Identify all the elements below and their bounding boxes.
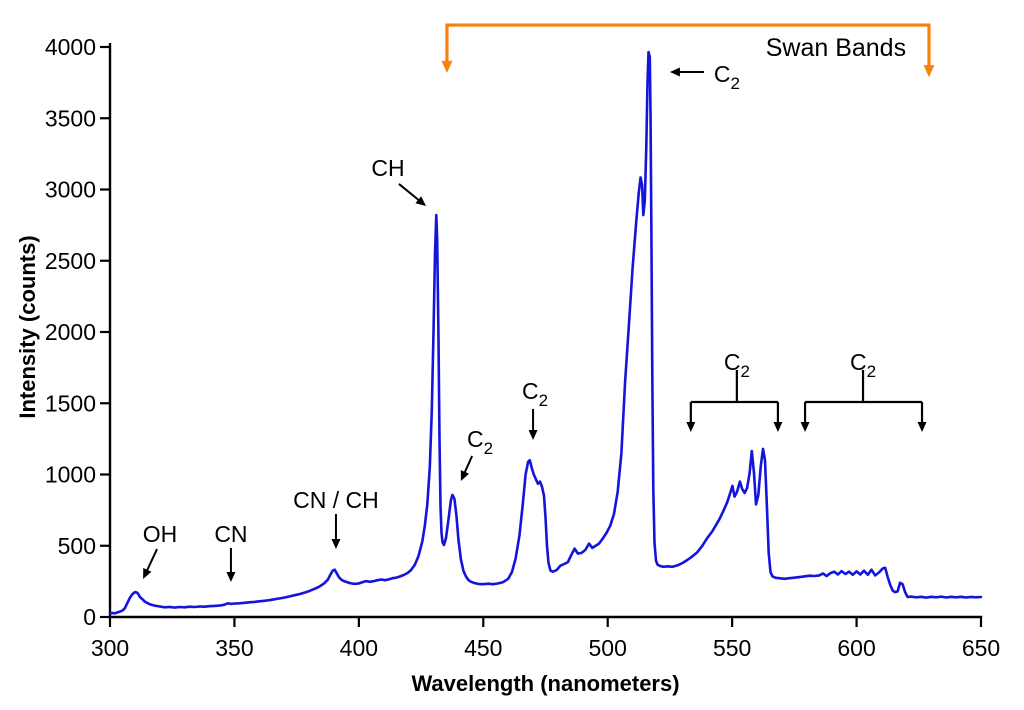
annotation-label: CN [214,521,247,547]
annotation-label: C2 [522,378,548,410]
arrowhead [800,422,810,433]
peak-annotation-2: CN [214,521,248,582]
peak-annotation-7: C2 [669,61,740,93]
x-tick-label: 400 [340,635,378,661]
x-tick-label: 550 [713,635,751,661]
arrowhead [917,422,927,433]
annotation-arrow-line [145,548,158,574]
arrowhead [669,67,680,77]
x-tick-label: 500 [589,635,627,661]
y-tick-label: 2000 [45,319,96,345]
x-tick-label: 300 [91,635,129,661]
annotation-arrow-line [462,455,474,476]
swan-bands-bracket: Swan Bands [441,23,935,78]
arrowhead [226,571,236,582]
annotation-label: C2 [850,349,876,381]
peak-annotation-4: CH [371,155,427,207]
arrowhead [923,65,935,78]
peak-annotation-1: OH [143,521,178,579]
x-tick-label: 650 [962,635,1000,661]
annotation-label: Swan Bands [766,34,906,62]
arrowhead [143,567,152,579]
y-tick-label: 2500 [45,248,96,274]
bracket-lines [803,370,924,425]
x-tick-label: 350 [215,635,253,661]
y-tick-label: 3500 [45,105,96,131]
y-axis-title: Intensity (counts) [15,235,40,419]
annotation-label: CH [371,155,404,181]
arrowhead [460,470,470,482]
y-tick-label: 1500 [45,390,96,416]
y-tick-label: 1000 [45,462,96,488]
x-axis-title: Wavelength (nanometers) [411,671,680,696]
annotation-label: C2 [714,61,740,93]
axes: 300 350 400 450 500 550 600 650 0 500 1000 1500 2000… [45,34,1000,661]
y-tick-label: 500 [58,533,96,559]
annotation-label: C2 [467,426,493,458]
spectrum-line [108,50,983,615]
arrowhead [415,196,427,207]
annotation-label: OH [143,521,178,547]
y-tick-label: 0 [83,604,96,630]
bracket-lines [689,370,780,425]
arrowhead [528,430,538,441]
arrowhead [686,422,696,433]
x-tick-label: 450 [464,635,502,661]
peak-annotation-5: C2 [460,426,493,482]
arrowhead [331,539,341,550]
swan-bracket-lines [445,23,931,68]
y-tick-label: 3000 [45,177,96,203]
annotation-label: CN / CH [293,487,379,513]
band-bracket-2: C2 [800,349,927,433]
arrowhead [773,422,783,433]
peak-annotation-3: CN / CH [293,487,379,550]
band-bracket-1: C2 [686,349,783,433]
annotation-arrow-line [398,183,422,203]
y-tick-label: 4000 [45,34,96,60]
peak-annotation-6: C2 [522,378,548,441]
annotation-label: C2 [724,349,750,381]
arrowhead [441,60,453,73]
x-tick-label: 600 [837,635,875,661]
